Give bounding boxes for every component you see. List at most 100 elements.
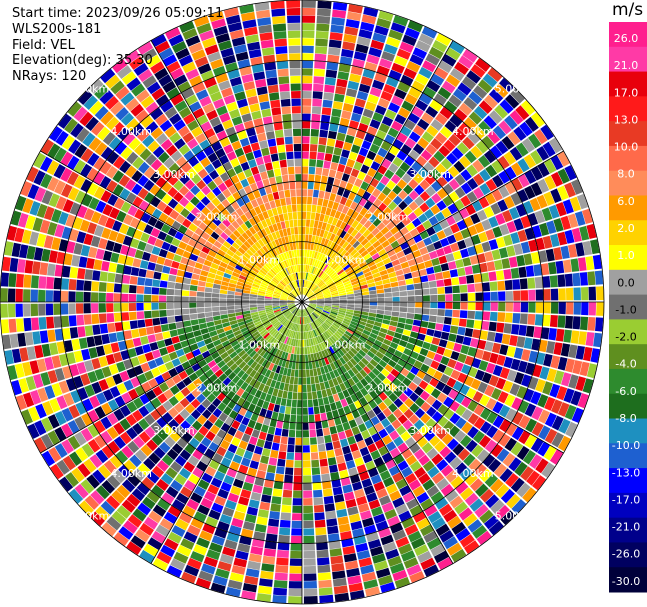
velocity-gate xyxy=(321,222,327,231)
velocity-gate xyxy=(147,537,163,551)
colorbar-tick-label: 2.0 xyxy=(617,222,635,235)
velocity-gate xyxy=(261,367,268,376)
velocity-gate xyxy=(119,418,131,431)
velocity-gate xyxy=(357,235,366,243)
velocity-gate xyxy=(444,286,453,294)
velocity-gate xyxy=(490,202,502,215)
velocity-gate xyxy=(289,242,294,251)
velocity-gate xyxy=(561,372,572,387)
velocity-gate xyxy=(353,289,362,294)
velocity-gate xyxy=(231,220,240,230)
velocity-gate xyxy=(61,407,74,422)
velocity-gate xyxy=(305,234,309,242)
velocity-gate xyxy=(109,207,120,220)
velocity-gate xyxy=(288,304,295,308)
velocity-gate xyxy=(256,221,264,231)
velocity-gate xyxy=(323,291,331,295)
velocity-gate xyxy=(135,109,149,123)
velocity-gate xyxy=(418,454,430,466)
velocity-gate xyxy=(439,446,452,458)
velocity-gate xyxy=(265,218,272,227)
velocity-gate xyxy=(112,242,123,254)
velocity-gate xyxy=(195,151,207,162)
velocity-gate xyxy=(345,285,353,290)
velocity-gate xyxy=(309,219,315,228)
velocity-gate xyxy=(371,329,380,336)
velocity-gate xyxy=(212,306,220,312)
velocity-gate xyxy=(180,486,193,498)
velocity-gate xyxy=(337,313,345,318)
velocity-gate xyxy=(544,175,557,190)
velocity-gate xyxy=(224,368,233,377)
velocity-gate xyxy=(481,135,495,149)
velocity-gate xyxy=(306,249,310,258)
velocity-gate xyxy=(328,346,335,354)
velocity-gate xyxy=(206,393,217,403)
velocity-gate xyxy=(279,303,288,306)
velocity-gate xyxy=(216,270,225,277)
velocity-gate xyxy=(451,147,464,160)
velocity-gate xyxy=(348,4,363,14)
velocity-gate xyxy=(81,348,91,361)
velocity-gate xyxy=(236,198,245,207)
velocity-gate xyxy=(332,201,340,211)
velocity-gate xyxy=(322,427,331,436)
velocity-gate xyxy=(496,448,510,462)
velocity-gate xyxy=(440,356,450,366)
velocity-gate xyxy=(157,393,168,404)
velocity-gate xyxy=(215,165,226,176)
velocity-gate xyxy=(472,159,485,173)
velocity-gate xyxy=(180,340,190,348)
velocity-gate xyxy=(345,288,354,293)
velocity-gate xyxy=(19,347,29,362)
velocity-gate xyxy=(338,326,346,333)
velocity-gate xyxy=(505,302,514,312)
velocity-gate xyxy=(332,243,339,252)
velocity-gate xyxy=(94,368,105,381)
ring-label: 4.00km xyxy=(452,467,494,480)
velocity-gate xyxy=(319,129,328,138)
velocity-gate xyxy=(294,452,302,461)
velocity-gate xyxy=(305,308,309,316)
velocity-gate xyxy=(256,196,264,206)
velocity-gate xyxy=(251,429,260,438)
velocity-gate xyxy=(244,426,254,436)
velocity-gate xyxy=(112,469,126,484)
velocity-gate xyxy=(314,174,322,183)
velocity-gate xyxy=(391,216,401,226)
velocity-gate xyxy=(261,376,269,385)
velocity-gate xyxy=(303,543,315,551)
velocity-gate xyxy=(190,518,204,530)
velocity-gate xyxy=(302,219,306,227)
velocity-gate xyxy=(143,224,154,235)
velocity-gate xyxy=(54,328,64,341)
velocity-gate xyxy=(137,187,149,200)
velocity-gate xyxy=(315,336,321,344)
velocity-gate xyxy=(433,265,442,273)
velocity-gate xyxy=(385,302,393,307)
velocity-gate xyxy=(334,264,341,272)
velocity-gate xyxy=(364,271,372,278)
velocity-gate xyxy=(300,264,302,272)
velocity-gate xyxy=(268,371,275,380)
velocity-gate xyxy=(137,240,147,251)
velocity-gate xyxy=(262,486,273,496)
velocity-gate xyxy=(239,339,247,347)
velocity-gate xyxy=(382,435,393,445)
velocity-gate xyxy=(257,297,265,300)
velocity-gate xyxy=(4,241,14,256)
velocity-gate xyxy=(205,282,214,288)
velocity-gate xyxy=(87,182,99,196)
velocity-gate xyxy=(214,227,223,236)
velocity-gate xyxy=(340,346,348,355)
velocity-gate xyxy=(409,264,419,272)
velocity-gate xyxy=(324,300,332,302)
velocity-gate xyxy=(344,95,356,105)
velocity-gate xyxy=(297,280,300,288)
velocity-gate xyxy=(199,345,208,354)
velocity-gate xyxy=(229,108,241,119)
velocity-gate xyxy=(470,338,479,348)
velocity-gate xyxy=(195,89,209,101)
velocity-gate xyxy=(481,241,491,252)
velocity-gate xyxy=(156,164,168,176)
